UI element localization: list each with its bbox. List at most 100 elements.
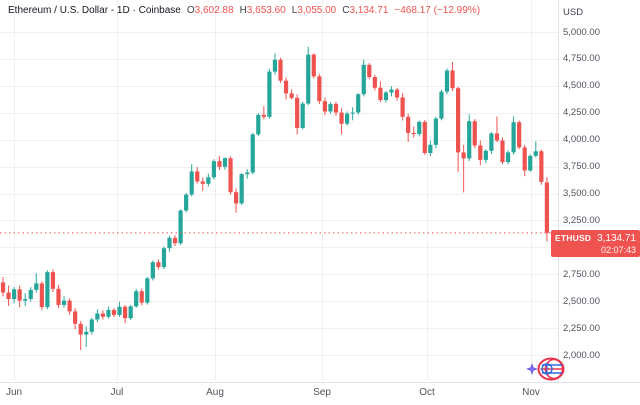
candle-body bbox=[261, 114, 266, 117]
candle-body bbox=[45, 272, 50, 308]
candle-body bbox=[389, 89, 394, 93]
candle-body bbox=[111, 309, 117, 315]
candle-body bbox=[78, 323, 83, 335]
candle-body bbox=[361, 64, 366, 95]
candle-body bbox=[56, 288, 61, 305]
last-price-value: 3,134.71 bbox=[597, 232, 636, 244]
candle-body bbox=[356, 94, 361, 113]
candle-body bbox=[300, 103, 305, 129]
price-tick-label: 2,250.00 bbox=[563, 322, 600, 334]
bar-countdown: 02:07:43 bbox=[600, 244, 636, 255]
candle-body bbox=[217, 161, 222, 167]
candle-body bbox=[156, 262, 161, 268]
candle-body bbox=[517, 122, 522, 148]
candle-body bbox=[539, 151, 544, 182]
candle-body bbox=[89, 319, 94, 332]
candle-body bbox=[494, 133, 500, 141]
candle-body bbox=[345, 113, 350, 124]
candle-body bbox=[333, 103, 339, 113]
candle-body bbox=[150, 262, 155, 279]
candle-body bbox=[23, 299, 28, 301]
candle-body bbox=[61, 300, 67, 305]
candle-body bbox=[472, 121, 477, 146]
candle-body bbox=[367, 64, 372, 78]
candle-body bbox=[139, 291, 144, 303]
time-axis-separator bbox=[0, 382, 640, 383]
candle-body bbox=[117, 306, 122, 315]
ohlc-close: C 3,134.71 bbox=[342, 5, 389, 16]
candle-body bbox=[422, 121, 427, 154]
candle-body bbox=[256, 114, 261, 135]
price-tick-label: 3,250.00 bbox=[563, 214, 600, 226]
candle-body bbox=[450, 70, 455, 89]
candle-body bbox=[128, 306, 133, 319]
price-tick-label: 5,000.00 bbox=[563, 26, 600, 38]
time-axis-month-label: Nov bbox=[522, 387, 540, 398]
candle-body bbox=[505, 152, 511, 163]
candle-body bbox=[383, 92, 389, 101]
candle-body bbox=[50, 272, 56, 289]
candle-body bbox=[528, 155, 533, 171]
candle-body bbox=[339, 112, 344, 124]
candle-body bbox=[306, 54, 311, 104]
ohlc-low: L 3,055.00 bbox=[291, 5, 337, 16]
candle-body bbox=[6, 292, 11, 300]
price-tick-label: 3,500.00 bbox=[563, 188, 600, 199]
candle-body bbox=[444, 70, 450, 92]
symbol-legend[interactable]: Ethereum / U.S. Dollar - 1D · Coinbase O… bbox=[8, 5, 480, 17]
candle-body bbox=[67, 300, 72, 312]
candle-body bbox=[39, 283, 44, 308]
candle-body bbox=[145, 278, 150, 303]
candle-body bbox=[100, 313, 105, 317]
candle-body bbox=[511, 122, 516, 153]
candle-body bbox=[467, 121, 472, 159]
time-axis-month-label: Jul bbox=[110, 387, 124, 398]
candle-body bbox=[461, 152, 466, 159]
candle-body bbox=[228, 158, 233, 193]
candle-body bbox=[167, 237, 172, 249]
candle-body bbox=[206, 177, 211, 184]
candle-body bbox=[433, 118, 438, 145]
candle-body bbox=[123, 306, 128, 319]
candle-body bbox=[295, 97, 300, 129]
candle-body bbox=[73, 311, 78, 324]
price-tick-label: 2,750.00 bbox=[563, 268, 600, 280]
candle-body bbox=[417, 121, 422, 135]
candle-body bbox=[483, 150, 488, 160]
price-tick-label: 2,000.00 bbox=[563, 349, 600, 361]
candle-body bbox=[406, 116, 411, 133]
price-tick-label: 4,500.00 bbox=[563, 80, 600, 92]
candle-body bbox=[28, 289, 33, 300]
candle-body bbox=[272, 59, 278, 72]
last-price-label[interactable]: ETHUSD 3,134.71 02:07:43 bbox=[551, 230, 640, 257]
candle-body bbox=[311, 54, 316, 77]
candle-body bbox=[200, 181, 205, 184]
candle-body bbox=[195, 171, 200, 182]
candle-body bbox=[456, 88, 461, 153]
candle-body bbox=[239, 174, 244, 204]
candle-body bbox=[184, 194, 189, 211]
price-tick-label: 4,750.00 bbox=[563, 53, 600, 65]
candle-body bbox=[278, 59, 283, 81]
candle-body bbox=[372, 77, 377, 88]
candle-body bbox=[211, 161, 216, 178]
time-axis-month-label: Jun bbox=[5, 387, 23, 398]
price-tick-label: 3,750.00 bbox=[563, 161, 600, 173]
candle-body bbox=[428, 144, 433, 154]
candle-body bbox=[95, 313, 100, 320]
candle-body bbox=[189, 171, 194, 195]
candle-body bbox=[172, 237, 178, 244]
candle-body bbox=[222, 158, 228, 167]
candle-body bbox=[134, 291, 139, 307]
price-tick-label: 2,500.00 bbox=[563, 295, 600, 307]
candle-body bbox=[544, 182, 549, 233]
price-axis-currency[interactable]: USD bbox=[563, 7, 584, 18]
price-axis-separator bbox=[558, 0, 559, 382]
candle-body bbox=[317, 76, 322, 102]
candle-body bbox=[283, 80, 289, 94]
time-axis-month-label: Oct bbox=[419, 387, 435, 398]
candle-body bbox=[478, 145, 483, 160]
symbol-title[interactable]: Ethereum / U.S. Dollar - 1D · Coinbase bbox=[8, 5, 181, 16]
